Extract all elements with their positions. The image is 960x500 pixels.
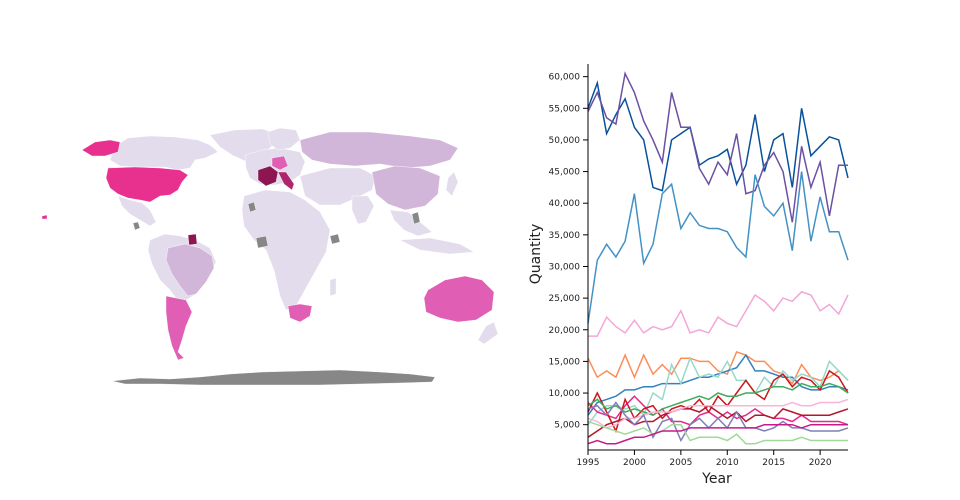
y-tick-label: 35,000 (549, 231, 581, 241)
series-line-15 (587, 423, 848, 445)
x-tick-label: 2015 (762, 458, 785, 468)
map-region-china (371, 165, 441, 211)
map-region-scandinavia (267, 127, 301, 151)
y-tick-label: 20,000 (549, 326, 581, 336)
y-axis-title: Quantity (528, 224, 544, 285)
series-line-1 (587, 80, 849, 192)
map-region-sea-nodata (411, 211, 421, 225)
series-line-11 (587, 404, 849, 438)
series-line-7 (587, 356, 849, 426)
map-region-alaska (81, 139, 121, 157)
series-line-12 (587, 398, 849, 429)
map-region-morocco-nodata (247, 201, 257, 213)
y-tick-label: 10,000 (549, 389, 581, 399)
map-region-central-nodata (132, 221, 141, 231)
x-tick-label: 2005 (669, 458, 692, 468)
y-tick-label: 15,000 (549, 357, 581, 367)
x-axis: 1995 2000 2005 2010 2015 2020 (577, 449, 848, 468)
map-region-antarctica (111, 369, 436, 386)
series-line-9 (587, 369, 849, 434)
series-line-13 (587, 401, 849, 443)
series-line-10 (587, 382, 849, 417)
map-region-new-zealand (477, 321, 499, 345)
y-tick-label: 50,000 (549, 136, 581, 146)
series-line-2 (587, 71, 848, 223)
x-tick-label: 2010 (716, 458, 739, 468)
map-region-india (351, 195, 375, 225)
map-region-hawaii (41, 214, 48, 220)
map-region-madagascar (329, 277, 337, 297)
map-region-southeast-asia (389, 209, 433, 237)
series-line-4 (588, 290, 849, 337)
series-line-14 (587, 420, 848, 445)
y-tick-label: 60,000 (549, 73, 581, 83)
map-region-canada (109, 135, 219, 171)
map-region-east-africa-nodata (329, 233, 341, 245)
map-region-south-africa (287, 303, 313, 323)
series-line-6 (587, 353, 849, 416)
y-tick-label: 5,000 (554, 421, 580, 431)
map-region-central-europe (271, 155, 289, 171)
map-region-russia (299, 131, 459, 169)
y-tick-label: 55,000 (549, 104, 581, 114)
map-region-west-africa-nodata (255, 235, 269, 249)
map-region-japan (445, 171, 459, 197)
map-region-argentina (165, 295, 193, 361)
map-region-australia (423, 275, 495, 323)
y-tick-label: 45,000 (549, 168, 581, 178)
x-tick-label: 1995 (577, 458, 600, 468)
map-region-indonesia (399, 237, 475, 255)
y-tick-label: 30,000 (549, 262, 581, 272)
map-region-guiana (187, 233, 198, 246)
y-tick-label: 25,000 (549, 294, 581, 304)
map-region-mexico (117, 195, 157, 227)
y-axis: 5,000 10,000 15,000 20,000 25,000 30,000 35,00… (549, 64, 589, 450)
map-region-italy (277, 171, 295, 191)
plot-area (587, 71, 849, 445)
x-tick-label: 2020 (809, 458, 832, 468)
series-line-5 (587, 350, 849, 385)
map-region-africa (241, 189, 331, 311)
map-region-brazil (165, 243, 215, 297)
x-tick-label: 2000 (623, 458, 646, 468)
map-region-middle-east (299, 167, 377, 206)
y-tick-label: 40,000 (549, 199, 581, 209)
map-region-france (257, 165, 279, 187)
map-region-usa (105, 166, 189, 203)
series-line-3 (587, 171, 849, 324)
x-axis-title: Year (701, 471, 732, 487)
